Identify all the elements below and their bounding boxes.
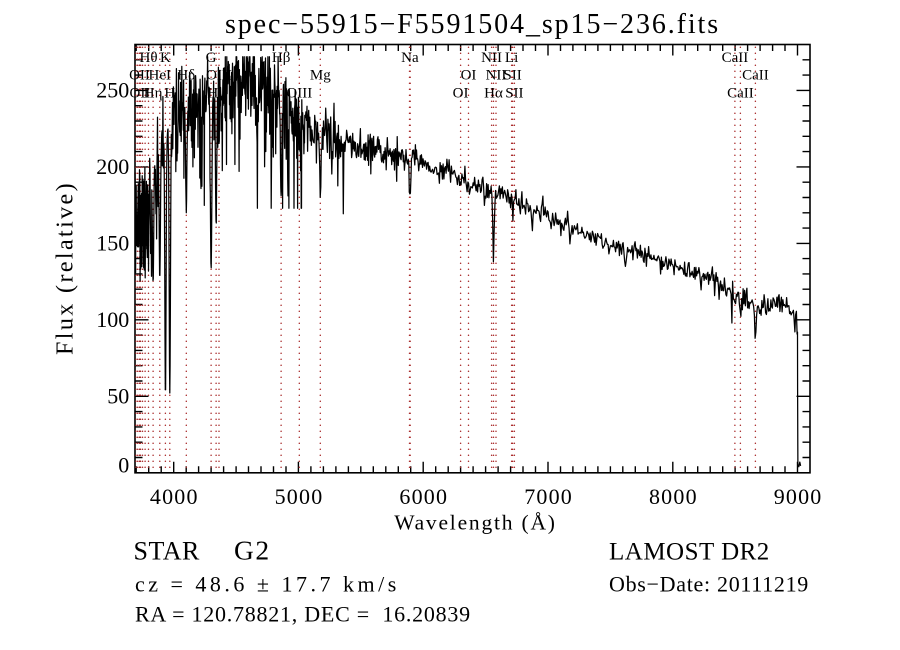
svg-text:SII: SII	[505, 86, 523, 102]
svg-text:Li: Li	[505, 50, 518, 66]
svg-text:4000: 4000	[150, 484, 199, 509]
svg-text:Na: Na	[401, 50, 419, 66]
svg-text:OII: OII	[129, 86, 150, 102]
svg-text:G2: G2	[234, 535, 271, 566]
svg-text:Hγ: Hγ	[207, 86, 225, 102]
svg-text:K: K	[160, 50, 171, 66]
svg-text:STAR: STAR	[134, 537, 201, 566]
svg-text:OI: OI	[461, 68, 477, 84]
svg-text:Hβ: Hβ	[272, 50, 290, 66]
svg-text:Obs−Date: 20111219: Obs−Date: 20111219	[609, 572, 809, 597]
svg-text:250: 250	[96, 78, 129, 103]
svg-text:CaII: CaII	[727, 86, 754, 102]
svg-text:RA = 120.78821, DEC = 16.2083: RA = 120.78821, DEC = 16.20839	[135, 602, 471, 627]
svg-text:CaII: CaII	[722, 50, 749, 66]
svg-text:OII: OII	[129, 68, 150, 84]
svg-text:7000: 7000	[524, 484, 573, 509]
svg-text:0: 0	[118, 453, 129, 478]
svg-text:6000: 6000	[399, 484, 448, 509]
svg-text:CaII: CaII	[742, 68, 769, 84]
svg-text:200: 200	[96, 154, 129, 179]
svg-text:Hθ: Hθ	[139, 50, 157, 66]
svg-text:100: 100	[96, 307, 129, 332]
svg-text:cz = 48.6 ± 17.7 km/s: cz = 48.6 ± 17.7 km/s	[135, 572, 400, 597]
svg-text:spec−55915−F5591504_sp15−236.f: spec−55915−F5591504_sp15−236.fits	[225, 9, 720, 40]
svg-text:Hδ: Hδ	[177, 68, 195, 84]
svg-text:G: G	[206, 50, 217, 66]
svg-text:OI: OI	[453, 86, 469, 102]
svg-text:OIII: OIII	[206, 68, 232, 84]
svg-text:Hη: Hη	[144, 86, 163, 102]
svg-text:NII: NII	[486, 68, 507, 84]
svg-text:8000: 8000	[649, 484, 698, 509]
svg-text:HeI: HeI	[149, 68, 172, 84]
svg-text:OIII: OIII	[286, 86, 312, 102]
svg-text:SII: SII	[503, 68, 521, 84]
svg-text:Wavelength (Å): Wavelength (Å)	[394, 511, 557, 535]
svg-text:NII: NII	[481, 50, 502, 66]
svg-text:LAMOST DR2: LAMOST DR2	[609, 539, 770, 566]
svg-text:Hα: Hα	[484, 86, 503, 102]
svg-text:50: 50	[107, 384, 129, 409]
svg-text:Flux (relative): Flux (relative)	[53, 181, 79, 355]
svg-text:9000: 9000	[774, 484, 823, 509]
svg-text:5000: 5000	[275, 484, 324, 509]
svg-text:Mg: Mg	[310, 68, 331, 84]
svg-text:150: 150	[96, 231, 129, 256]
svg-text:H: H	[164, 86, 175, 102]
